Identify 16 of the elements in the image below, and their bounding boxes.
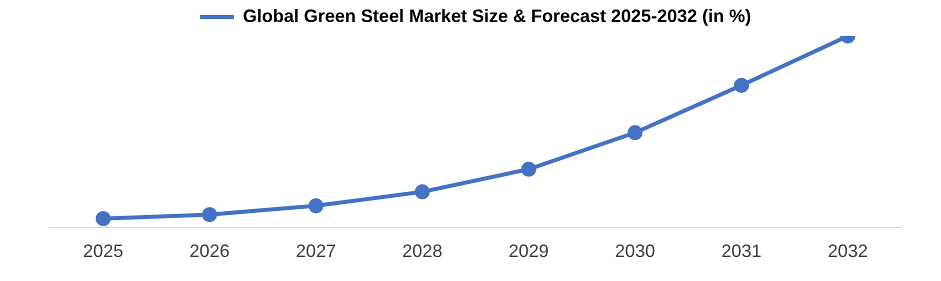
x-tick-label: 2025: [83, 241, 124, 262]
point: [308, 198, 324, 214]
x-tick-label: 2029: [508, 241, 549, 262]
x-tick-label: 2028: [402, 241, 442, 262]
point: [96, 211, 111, 226]
x-tick-label: 2026: [190, 241, 230, 262]
x-tick-label: 2031: [721, 241, 762, 262]
x-tick-label: 2027: [296, 241, 336, 262]
legend-label: Global Green Steel Market Size & Forecast 2025-2032 (in %): [242, 6, 752, 26]
point: [628, 125, 643, 140]
point: [202, 207, 218, 222]
point: [734, 78, 749, 93]
point: [414, 184, 430, 200]
x-tick-label: 2032: [828, 241, 868, 262]
x-tick-label: 2030: [615, 241, 656, 262]
point: [521, 162, 536, 177]
